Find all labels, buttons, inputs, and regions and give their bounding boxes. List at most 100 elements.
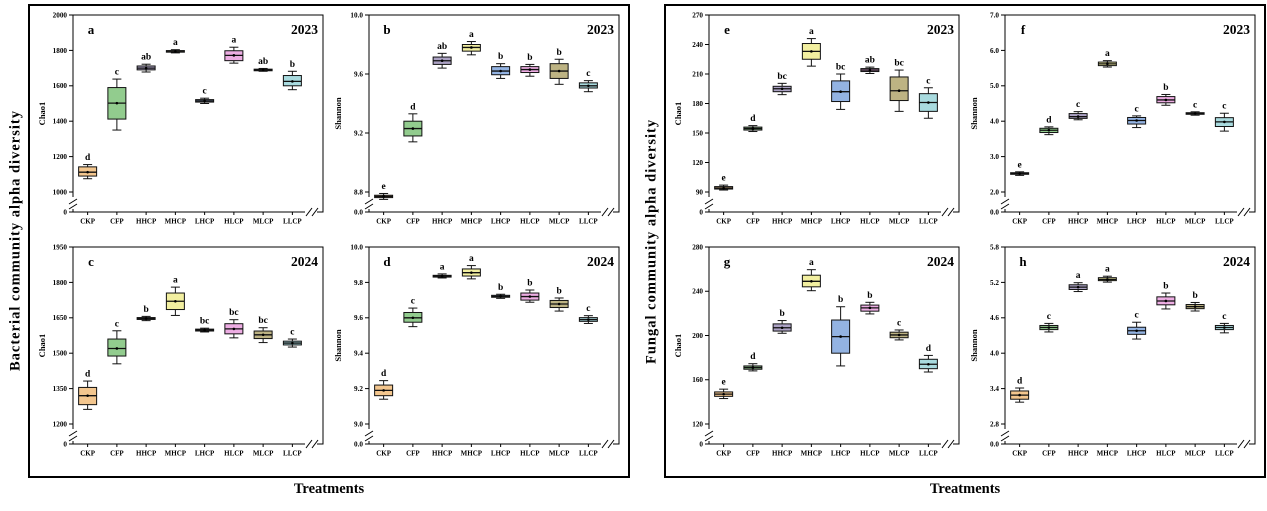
- sig-letter-CKP: e: [722, 378, 726, 388]
- ytick-label-5.0: 5.0: [990, 82, 999, 90]
- sig-letter-CKP: e: [1018, 160, 1022, 170]
- axis-break-x-mask: [941, 210, 953, 214]
- sig-letter-MLCP: b: [1192, 291, 1197, 301]
- sig-letter-CKP: d: [381, 369, 387, 379]
- axis-break-y-icon: [364, 198, 374, 205]
- panel-letter: e: [724, 22, 730, 37]
- axis-break-y-icon: [704, 430, 714, 437]
- xtick-label-CKP: CKP: [716, 450, 732, 458]
- mean-dot: [1135, 119, 1138, 122]
- mean-dot: [722, 392, 725, 396]
- xtick-label-CFP: CFP: [406, 218, 420, 226]
- sig-letter-LHCP: bc: [836, 63, 846, 73]
- axis-break-x-icon: [941, 439, 949, 449]
- sig-letter-HLCP: a: [232, 36, 237, 46]
- ytick-label-1500: 1500: [53, 350, 68, 358]
- sig-letter-CKP: d: [85, 153, 91, 163]
- boxplot-d-HLCP: b HLCP: [520, 279, 540, 458]
- axis-break-x-icon: [601, 207, 609, 217]
- xtick-label-LHCP: LHCP: [831, 218, 851, 226]
- sig-letter-LLCP: c: [586, 304, 590, 314]
- sig-letter-LLCP: c: [586, 69, 590, 79]
- xtick-label-LHCP: LHCP: [491, 450, 511, 458]
- boxplot-f-MHCP: a MHCP: [1097, 49, 1119, 225]
- boxplot-b-CFP: d CFP: [403, 102, 423, 226]
- axis-break-x-mask: [1237, 442, 1249, 446]
- mean-dot: [261, 68, 265, 72]
- boxplot-a-HHCP: ab HHCP: [136, 53, 157, 226]
- ytick-label-zero: 0: [63, 208, 67, 216]
- mean-dot: [557, 69, 561, 73]
- sig-letter-HLCP: b: [1163, 282, 1168, 292]
- mean-dot: [232, 327, 236, 331]
- mean-dot: [587, 318, 590, 321]
- boxplot-a-HLCP: a HLCP: [224, 36, 244, 226]
- plot-frame: [708, 246, 960, 445]
- boxplot-h-CKP: d CKP: [1010, 377, 1030, 458]
- sig-letter-CFP: c: [411, 297, 415, 307]
- axis-break-y-icon: [704, 198, 714, 205]
- axis-break-y-icon: [364, 430, 374, 437]
- year-label: 2023: [1223, 22, 1250, 37]
- mean-dot: [291, 341, 294, 345]
- mean-dot: [722, 186, 725, 190]
- y-axis-metric-label: Shannon: [333, 97, 343, 129]
- ytick-label-1350: 1350: [53, 385, 68, 393]
- boxplot-b-HHCP: ab HHCP: [432, 42, 453, 226]
- ytick-label-8.8: 8.8: [354, 188, 363, 196]
- sig-letter-MHCP: a: [173, 276, 178, 286]
- group-bacterial: Bacterial community alpha diversity 1000…: [4, 4, 630, 502]
- axis-break-y-icon: [68, 198, 78, 205]
- sig-letter-HHCP: b: [779, 309, 784, 319]
- boxplot-d-CFP: c CFP: [403, 297, 423, 458]
- boxplot-e-HLCP: ab HLCP: [860, 56, 880, 226]
- xtick-label-CFP: CFP: [1042, 450, 1056, 458]
- boxplot-e-MHCP: a MHCP: [801, 27, 823, 225]
- xtick-label-MLCP: MLCP: [1185, 450, 1206, 458]
- axis-break-y-mask: [367, 429, 371, 441]
- axis-break-y-icon: [704, 435, 714, 442]
- ytick-label-1000: 1000: [53, 188, 68, 196]
- boxplot-e-HHCP: bc HHCP: [772, 72, 793, 226]
- boxplot-a-MLCP: ab MLCP: [253, 57, 274, 226]
- sig-letter-HLCP: b: [1163, 83, 1168, 93]
- mean-dot: [203, 99, 206, 103]
- sig-letter-LHCP: b: [498, 283, 503, 293]
- axis-break-x-icon: [1237, 207, 1245, 217]
- sig-letter-MLCP: c: [897, 318, 901, 328]
- sig-letter-MHCP: a: [1105, 265, 1110, 275]
- year-label: 2024: [291, 254, 318, 269]
- mean-dot: [1164, 299, 1168, 303]
- boxplot-b-LLCP: c LLCP: [578, 69, 598, 226]
- ytick-label-10.0: 10.0: [350, 11, 363, 19]
- ytick-label-3.4: 3.4: [990, 385, 999, 393]
- xtick-label-HHCP: HHCP: [1068, 450, 1089, 458]
- sig-letter-LHCP: c: [203, 87, 207, 97]
- sig-letter-CFP: d: [1046, 115, 1052, 125]
- sig-letter-MHCP: a: [809, 27, 814, 37]
- boxplot-d-MHCP: a MHCP: [461, 254, 483, 457]
- ytick-label-240: 240: [692, 41, 703, 49]
- boxplot-h-HHCP: a HHCP: [1068, 271, 1089, 457]
- ytick-label-2.0: 2.0: [990, 188, 999, 196]
- xtick-label-MLCP: MLCP: [549, 450, 570, 458]
- sig-letter-HLCP: b: [527, 53, 532, 63]
- mean-dot: [839, 90, 842, 93]
- xtick-label-MHCP: MHCP: [1097, 218, 1119, 226]
- mean-dot: [1193, 305, 1197, 308]
- boxplot-h-CFP: c CFP: [1039, 312, 1059, 458]
- xtick-label-HHCP: HHCP: [432, 450, 453, 458]
- axis-break-y-icon: [1000, 198, 1010, 205]
- xtick-label-MHCP: MHCP: [461, 450, 483, 458]
- panel-a-svg: 1000 1200 1400 1600 1800 2000 0 Chao1 a 2023 d CKP c…: [37, 11, 324, 226]
- panel-f-svg: 2.0 3.0 4.0 5.0 6.0 7.0 0.0 Shannon f 2023 e CKP d CF…: [969, 11, 1256, 226]
- axis-break-y-icon: [68, 430, 78, 437]
- sig-letter-LHCP: c: [1135, 311, 1139, 321]
- boxplot-c-CFP: c CFP: [107, 319, 127, 458]
- mean-dot: [499, 295, 502, 298]
- mean-dot: [203, 328, 206, 332]
- xtick-label-CKP: CKP: [376, 450, 392, 458]
- mean-dot: [528, 68, 532, 71]
- ytick-label-9.6: 9.6: [354, 70, 363, 78]
- boxplot-d-MLCP: b MLCP: [549, 286, 570, 457]
